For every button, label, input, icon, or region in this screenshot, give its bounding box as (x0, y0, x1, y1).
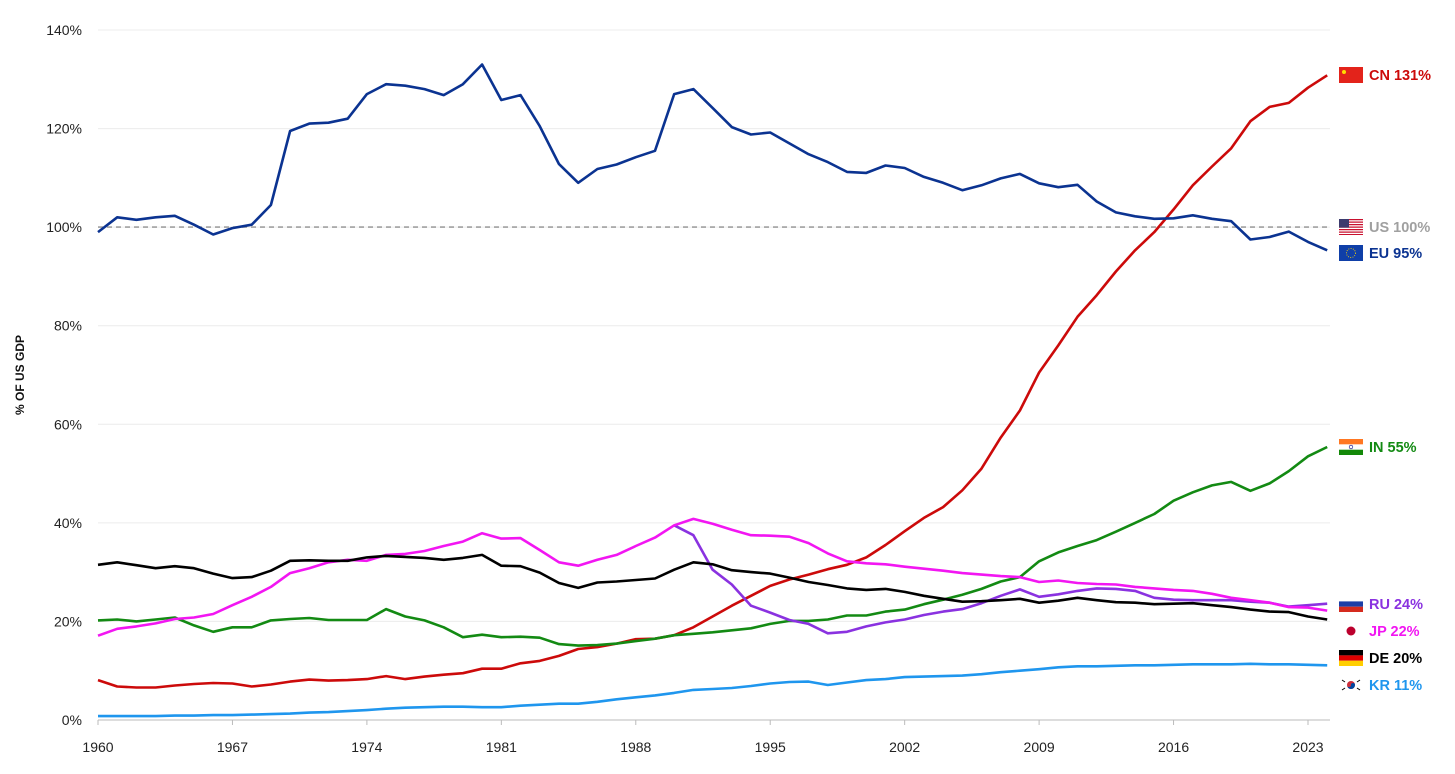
series-line-ru (673, 524, 1328, 635)
y-tick-label: 100% (46, 219, 82, 235)
x-tick-label: 1960 (82, 739, 113, 755)
end-label-eu: EU 95% (1369, 246, 1422, 262)
x-tick-label: 2009 (1024, 739, 1055, 755)
y-tick-label: 120% (46, 121, 82, 137)
eu-flag-icon (1339, 245, 1363, 261)
x-tick-label: 1995 (755, 739, 786, 755)
x-tick-label: 1988 (620, 739, 651, 755)
series-line-in (97, 445, 1328, 647)
germany-flag-icon (1339, 650, 1363, 666)
japan-flag-icon (1339, 623, 1363, 639)
china-flag-icon (1339, 67, 1363, 83)
end-label-kr: KR 11% (1369, 678, 1422, 694)
x-tick-label: 1974 (351, 739, 382, 755)
usa-flag-icon (1339, 219, 1363, 235)
x-tick-label: 2016 (1158, 739, 1189, 755)
end-label-jp: JP 22% (1369, 624, 1420, 640)
india-flag-icon (1339, 439, 1363, 455)
y-tick-label: 20% (54, 613, 82, 629)
y-axis-ticks: 0% 20% 40% 60% 80% 100% 120% 140% (46, 22, 82, 728)
end-label-us: US 100% (1369, 220, 1430, 236)
series-line-de (97, 553, 1328, 621)
series-line-jp (97, 517, 1328, 637)
y-axis-label: % OF US GDP (13, 335, 27, 415)
x-tick-label: 2002 (889, 739, 920, 755)
end-label-in: IN 55% (1369, 440, 1417, 456)
y-tick-label: 60% (54, 416, 82, 432)
series-line-kr (98, 662, 1328, 718)
x-axis-ticks: 1960 1967 1974 1981 1988 1995 2002 2009 2016 2023 (82, 720, 1324, 755)
end-label-de: DE 20% (1369, 651, 1422, 667)
russia-flag-icon (1339, 596, 1363, 612)
x-tick-label: 1981 (486, 739, 517, 755)
series-line-cn (97, 74, 1328, 689)
end-label-cn: CN 131% (1369, 68, 1431, 84)
x-tick-label: 1967 (217, 739, 248, 755)
end-labels: CN 131% US 100% EU 95% IN 55% RU 24% JP 22% DE… (1339, 67, 1431, 694)
y-tick-label: 40% (54, 515, 82, 531)
y-tick-label: 140% (46, 22, 82, 38)
y-tick-label: 0% (62, 712, 82, 728)
korea-flag-icon (1339, 677, 1363, 693)
y-tick-label: 80% (54, 318, 82, 334)
end-label-ru: RU 24% (1369, 597, 1423, 613)
x-tick-label: 2023 (1292, 739, 1323, 755)
series-line-eu (97, 63, 1328, 252)
series-lines (97, 63, 1328, 718)
